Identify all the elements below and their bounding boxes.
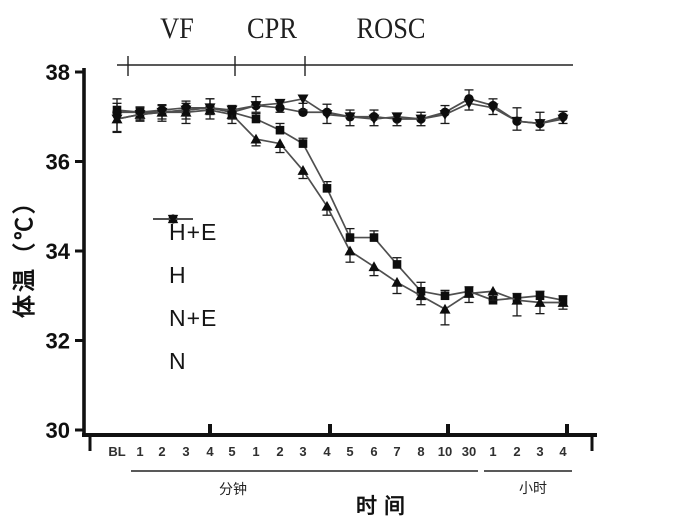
- legend-label: H: [169, 262, 187, 288]
- marker-triangle-up: [463, 288, 475, 298]
- x-tick-label: 1: [489, 444, 496, 459]
- marker-triangle-up: [557, 297, 569, 307]
- marker-square: [369, 233, 379, 242]
- marker-triangle-down: [415, 114, 427, 125]
- marker-triangle-down: [368, 114, 380, 125]
- marker-triangle-down: [463, 98, 475, 109]
- marker-triangle-down: [487, 103, 499, 114]
- y-tick-label: 34: [46, 239, 71, 264]
- marker-triangle-down: [180, 105, 192, 116]
- x-tick-label: 1: [252, 444, 259, 459]
- marker-triangle-down: [167, 214, 179, 225]
- x-tick-label: 3: [299, 444, 306, 459]
- y-tick-label: 30: [46, 418, 70, 443]
- axis-group-label-minutes: 分钟: [219, 481, 247, 497]
- marker-square: [345, 233, 355, 242]
- legend-label: N: [169, 348, 187, 374]
- marker-triangle-down: [134, 110, 146, 120]
- marker-triangle-up: [274, 138, 286, 148]
- marker-triangle-down: [511, 116, 523, 127]
- x-axis-title: 时间: [356, 495, 412, 518]
- series-line: [116, 97, 564, 125]
- phase-label-vf: VF: [160, 12, 194, 45]
- marker-square: [440, 291, 450, 301]
- marker-square: [322, 184, 332, 193]
- legend-item-n-plus-e: N+E: [150, 214, 218, 340]
- marker-triangle-down: [391, 112, 403, 123]
- marker-triangle-down: [321, 110, 333, 120]
- legend-item-h: H: [150, 213, 217, 297]
- marker-triangle-down: [111, 114, 123, 125]
- x-tick-label: 4: [559, 444, 567, 459]
- marker-triangle-up: [534, 297, 546, 307]
- marker-triangle-up: [391, 276, 403, 287]
- marker-triangle-up: [415, 290, 427, 301]
- x-tick-label: 1: [136, 444, 143, 459]
- marker-triangle-down: [274, 98, 286, 109]
- series-line: [116, 109, 563, 311]
- marker-square: [535, 291, 545, 301]
- axis-group-label-hours: 小时: [519, 480, 547, 496]
- phase-label-cpr: CPR: [247, 12, 297, 45]
- marker-triangle-up: [439, 303, 451, 314]
- marker-square: [275, 125, 285, 135]
- phase-label-rosc: ROSC: [356, 12, 426, 45]
- series-H: [111, 104, 569, 326]
- y-axis-title: 体温（℃）: [11, 188, 37, 318]
- marker-square: [298, 139, 308, 148]
- x-tick-label: 2: [276, 444, 283, 459]
- x-tick-label: 5: [228, 444, 235, 459]
- marker-triangle-down: [297, 94, 309, 105]
- y-tick-label: 38: [46, 60, 70, 85]
- y-tick-label: 36: [46, 150, 70, 175]
- x-tick-label: BL: [108, 444, 125, 459]
- legend-item-n: N: [150, 214, 217, 383]
- x-tick-label: 4: [206, 444, 214, 459]
- marker-triangle-down: [156, 107, 168, 118]
- legend-marker-triangle-down: [153, 214, 193, 225]
- x-tick-label: 10: [438, 444, 452, 459]
- marker-triangle-up: [344, 245, 356, 256]
- x-tick-label: 3: [536, 444, 543, 459]
- marker-triangle-down: [204, 103, 216, 114]
- marker-triangle-up: [487, 285, 499, 296]
- marker-square: [251, 114, 261, 124]
- x-tick-label: 8: [417, 444, 424, 459]
- x-tick-label: 30: [462, 444, 476, 459]
- marker-triangle-down: [439, 110, 451, 120]
- marker-triangle-up: [368, 261, 380, 272]
- x-tick-label: 2: [513, 444, 520, 459]
- legend-item-h-plus-e: H+E: [150, 211, 217, 254]
- x-tick-label: 7: [393, 444, 400, 459]
- legend: H+E H N+E N: [150, 211, 217, 383]
- marker-triangle-down: [250, 101, 262, 111]
- x-tick-label: 5: [346, 444, 353, 459]
- marker-triangle-up: [250, 133, 262, 144]
- marker-square: [392, 260, 402, 269]
- x-tick-label: 2: [158, 444, 165, 459]
- y-tick-label: 32: [46, 329, 70, 354]
- marker-triangle-down: [344, 112, 356, 123]
- x-tick-label: 4: [323, 444, 331, 459]
- series-N+E: [112, 89, 568, 129]
- x-tick-label: 6: [370, 444, 377, 459]
- x-tick-label: 3: [182, 444, 189, 459]
- marker-triangle-up: [297, 165, 309, 175]
- series-N: [111, 94, 569, 133]
- marker-triangle-up: [321, 200, 333, 211]
- marker-triangle-down: [534, 119, 546, 129]
- legend-label: N+E: [169, 305, 218, 331]
- marker-triangle-up: [511, 294, 523, 305]
- legend-label: H+E: [169, 219, 218, 245]
- marker-triangle-down: [557, 114, 569, 125]
- marker-triangle-down: [226, 105, 238, 116]
